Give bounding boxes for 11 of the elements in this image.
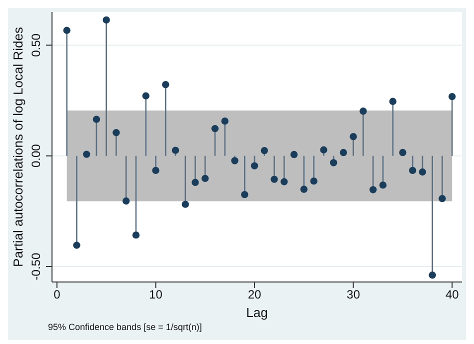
x-tick-label: 30 — [346, 288, 360, 302]
y-tick-label: 0.00 — [29, 144, 43, 168]
text: 95% Confidence bands [se = 1/sqrt(n)] — [48, 322, 203, 332]
x-axis-title: Lag — [246, 305, 268, 320]
y-axis-title: Partial autocorrelations of log Local Rides — [10, 26, 26, 267]
x-tick-label: 20 — [248, 288, 262, 302]
y-tick-label: 0.50 — [29, 33, 43, 57]
x-tick-label: 0 — [54, 288, 61, 302]
x-tick-label: 40 — [445, 288, 460, 302]
x-tick-label: 10 — [149, 288, 163, 302]
y-tick-label: -0.50 — [29, 252, 43, 280]
